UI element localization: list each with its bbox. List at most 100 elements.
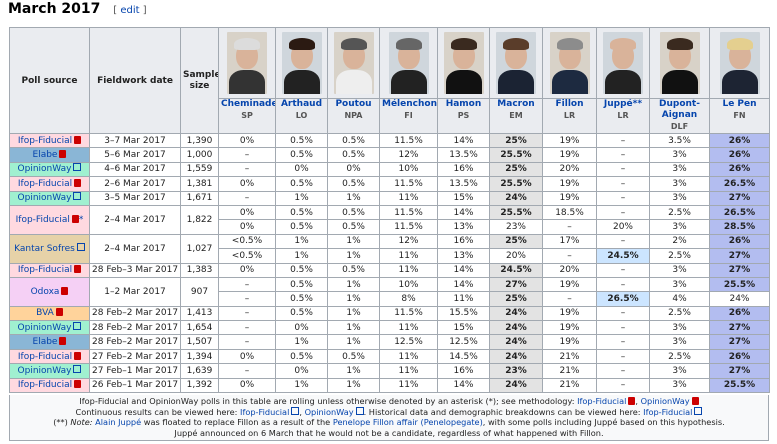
- candidate-portrait[interactable]: [603, 32, 643, 94]
- candidate-name-header[interactable]: Arthaud LO: [275, 98, 328, 134]
- poll-value-cell: 25.5%: [489, 147, 543, 163]
- candidate-name[interactable]: Poutou: [335, 99, 372, 110]
- candidate-name-header[interactable]: Macron EM: [489, 98, 543, 134]
- candidate-name[interactable]: Dupont-Aignan: [659, 99, 700, 121]
- poll-value-cell: 21%: [542, 377, 597, 394]
- candidate-name-header[interactable]: Mélenchon FI: [379, 98, 438, 134]
- methodology-link-opinionway[interactable]: OpinionWay: [640, 396, 690, 406]
- poll-value-cell: 26.5%: [709, 204, 770, 221]
- candidate-name-header[interactable]: Fillon LR: [542, 98, 597, 134]
- fieldwork-date-header: Fieldwork date: [89, 27, 181, 134]
- polls-table: Poll source Fieldwork date Sample size Chem…: [9, 27, 770, 394]
- continuous-link-ifop[interactable]: Ifop-Fiducial: [240, 406, 290, 417]
- table-row: Elabe 28 Feb–2 Mar 2017 1,507–1% 1% 12.5% 12.…: [9, 334, 770, 350]
- poll-value-cell: 19%: [542, 147, 597, 163]
- fieldwork-date-cell: 3–7 Mar 2017: [89, 132, 181, 149]
- candidate-name-header[interactable]: Dupont-Aignan DLF: [649, 98, 710, 134]
- candidate-photo-cell: [275, 27, 328, 99]
- candidate-name-header[interactable]: Poutou NPA: [327, 98, 380, 134]
- methodology-link-ifop[interactable]: Ifop-Fiducial: [577, 396, 627, 406]
- candidate-name[interactable]: Hamon: [445, 99, 482, 110]
- poll-value-cell: 14%: [437, 377, 490, 394]
- poll-source-cell: OpinionWay: [9, 363, 90, 379]
- poll-source-link[interactable]: Ifop-Fiducial: [17, 351, 73, 362]
- candidate-portrait[interactable]: [549, 32, 590, 94]
- poll-source-link[interactable]: BVA: [36, 308, 54, 319]
- poll-value-cell: 24%: [489, 305, 543, 322]
- pdf-icon: [74, 380, 82, 389]
- poll-value-cell: 24.5%: [489, 262, 543, 278]
- poll-value-cell: 0.5%: [327, 219, 380, 235]
- candidate-name[interactable]: Mélenchon: [382, 99, 437, 110]
- historical-link-ifop[interactable]: Ifop-Fiducial: [643, 406, 693, 417]
- poll-value-cell: 14%: [437, 276, 490, 293]
- candidate-name[interactable]: Macron: [497, 99, 535, 110]
- external-link-icon: [694, 406, 703, 415]
- candidate-name[interactable]: Cheminade: [221, 99, 276, 110]
- candidate-name[interactable]: Le Pen: [722, 99, 757, 110]
- table-row: OpinionWay 4–6 Mar 2017 1,559–0% 0% 10% 16% 25…: [9, 161, 770, 178]
- poll-source-link[interactable]: OpinionWay: [17, 164, 72, 175]
- candidate-portrait[interactable]: [281, 32, 322, 94]
- note-text: (**): [53, 417, 71, 428]
- poll-source-link[interactable]: Ifop-Fiducial: [17, 178, 73, 189]
- poll-source-link[interactable]: Ifop-Fiducial: [15, 214, 70, 225]
- poll-value-cell: 2.5%: [649, 305, 710, 322]
- poll-source-link[interactable]: Ifop-Fiducial: [17, 380, 73, 391]
- poll-value-cell: 4%: [649, 291, 710, 307]
- pdf-icon: [628, 397, 636, 405]
- candidate-name-header[interactable]: Le Pen FN: [709, 98, 770, 134]
- candidate-portrait[interactable]: [443, 32, 484, 94]
- fieldwork-date-cell: 2–6 Mar 2017: [89, 176, 181, 192]
- poll-source-link[interactable]: Odoxa: [30, 286, 60, 297]
- poll-value-cell: 0%: [275, 363, 328, 379]
- candidate-name-header[interactable]: Juppé** LR: [596, 98, 650, 134]
- poll-value-cell: 14.5%: [437, 348, 490, 365]
- poll-value-cell: 27%: [709, 363, 770, 379]
- table-row: Kantar Sofres 2–4 Mar 2017 1,027 <0.5% 1% 1% 1…: [9, 233, 770, 264]
- edit-link[interactable]: edit: [120, 5, 140, 16]
- poll-value-cell: 0.5%: [275, 262, 328, 278]
- external-link-icon: [73, 321, 82, 330]
- poll-value-cell: 14%: [437, 204, 490, 221]
- candidate-portrait[interactable]: [719, 32, 760, 94]
- poll-value-cell: –: [596, 176, 650, 192]
- poll-value-cell: 13.5%: [437, 147, 490, 163]
- candidate-name-header[interactable]: Cheminade SP: [218, 98, 276, 134]
- table-row: Ifop-Fiducial 2–6 Mar 2017 1,381 0% 0.5% 0.5%…: [9, 176, 770, 192]
- candidate-name-header[interactable]: Hamon PS: [437, 98, 490, 134]
- poll-value-cell: –: [596, 132, 650, 149]
- poll-source-link[interactable]: OpinionWay: [17, 365, 72, 376]
- penelopegate-link[interactable]: Penelope Fillon affair (Penelopegate): [332, 417, 483, 428]
- poll-value-cell: 19%: [542, 320, 597, 336]
- poll-source-link[interactable]: Ifop-Fiducial: [17, 265, 73, 276]
- poll-source-link[interactable]: Elabe: [32, 150, 58, 161]
- poll-source-link[interactable]: Ifop-Fiducial: [17, 135, 73, 146]
- external-link-icon: [355, 406, 364, 415]
- candidate-name[interactable]: Juppé**: [603, 99, 643, 110]
- poll-source-link[interactable]: Elabe: [32, 337, 58, 348]
- continuous-link-opinionway[interactable]: OpinionWay: [304, 406, 354, 417]
- poll-value-cell: 0%: [218, 176, 276, 192]
- poll-value-cell: 19%: [542, 305, 597, 322]
- candidate-portrait[interactable]: [227, 32, 267, 94]
- candidate-name[interactable]: Arthaud: [280, 99, 323, 110]
- candidate-portrait[interactable]: [333, 32, 374, 94]
- pdf-icon: [74, 178, 82, 187]
- sample-size-cell: 907: [180, 276, 219, 307]
- table-notes: Ifop-Fiducial and OpinionWay polls in th…: [9, 395, 769, 441]
- sample-size-cell: 1,413: [180, 305, 219, 322]
- candidate-portrait[interactable]: [659, 32, 700, 94]
- poll-source-link[interactable]: Kantar Sofres: [14, 243, 75, 254]
- poll-source-link[interactable]: OpinionWay: [17, 322, 72, 333]
- poll-value-cell: 11.5%: [379, 132, 438, 149]
- note-text: Continuous results can be viewed here:: [75, 406, 241, 417]
- candidate-portrait[interactable]: [388, 32, 429, 94]
- candidate-name[interactable]: Fillon: [555, 99, 584, 110]
- candidate-photo-cell: [489, 27, 543, 99]
- poll-source-link[interactable]: OpinionWay: [17, 193, 72, 204]
- candidate-portrait[interactable]: [496, 32, 536, 94]
- poll-value-cell: 0.5%: [275, 176, 328, 192]
- table-row: Ifop-Fiducial 28 Feb–3 Mar 2017 1,383 0% 0.5…: [9, 262, 770, 278]
- juppe-link[interactable]: Alain Juppé: [95, 417, 142, 428]
